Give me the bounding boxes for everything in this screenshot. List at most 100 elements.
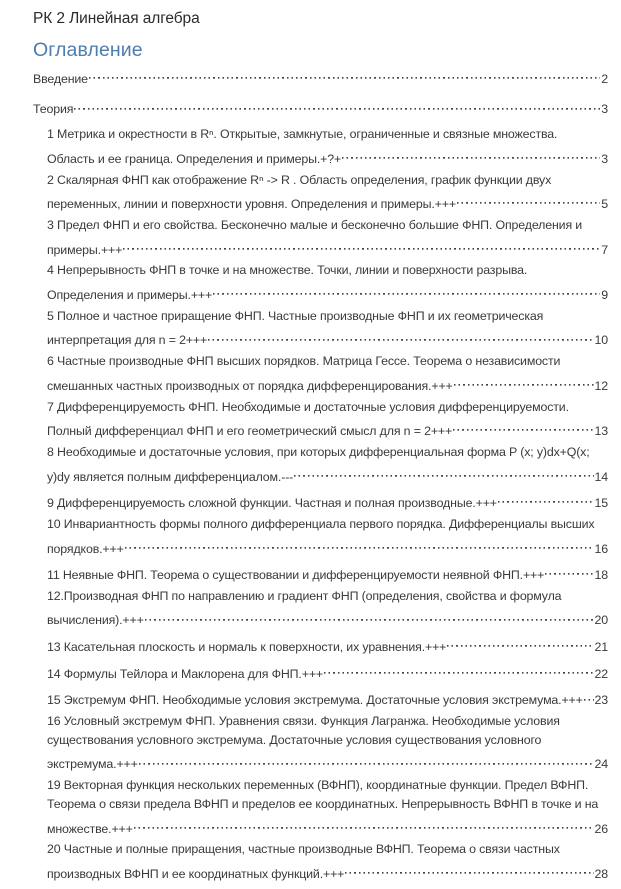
toc-entry-line: 2 Скалярная ФНП как отображение Rⁿ -> R …: [47, 171, 608, 190]
toc-entry[interactable]: 4 Непрерывность ФНП в точке и на множест…: [33, 261, 608, 304]
toc-page-number: 20: [594, 613, 609, 628]
toc-page-number: 10: [594, 333, 609, 348]
toc-entry-text: множестве.+++: [47, 821, 133, 836]
dot-leader: [453, 416, 594, 436]
toc-entry[interactable]: 1 Метрика и окрестности в Rⁿ. Открытые, …: [33, 125, 608, 168]
toc-entry-line: 3 Предел ФНП и его свойства. Бесконечно …: [47, 216, 608, 235]
toc-entry-text: 14 Формулы Тейлора и Маклорена для ФНП.+…: [47, 666, 323, 681]
toc-entry-line: производных ВФНП и ее координатных функц…: [47, 859, 608, 884]
toc-entry-line: Теорема о связи предела ВФНП и пределов …: [47, 795, 608, 814]
toc-entry-line: 5 Полное и частное приращение ФНП. Частн…: [47, 307, 608, 326]
toc-entry-line: Полный дифференциал ФНП и его геометриче…: [47, 416, 608, 441]
toc-entry-text: порядков.+++: [47, 541, 124, 556]
toc-entry-line: порядков.+++ 16: [47, 533, 608, 559]
toc-page-number: 9: [601, 287, 608, 302]
toc-entry-line: переменных, линии и поверхности уровня. …: [47, 189, 608, 214]
toc-entry[interactable]: 3 Предел ФНП и его свойства. Бесконечно …: [33, 216, 608, 259]
toc-entry[interactable]: 8 Необходимые и достаточные условия, при…: [33, 443, 608, 486]
dot-leader: [213, 280, 601, 299]
dot-leader: [144, 605, 594, 625]
toc-page-number: 24: [594, 757, 609, 772]
toc-entry-text: 12.Производная ФНП по направлению и град…: [47, 588, 562, 603]
toc-entry-line: вычисления).+++ 20: [47, 605, 609, 631]
toc-entry[interactable]: 6 Частные производные ФНП высших порядко…: [33, 352, 608, 395]
toc-page-number: 7: [601, 242, 608, 257]
toc-entry-text: Полный дифференциал ФНП и его геометриче…: [47, 424, 453, 439]
dot-leader: [583, 685, 594, 705]
toc-entry-text: 3 Предел ФНП и его свойства. Бесконечно …: [47, 217, 583, 232]
toc-entry-text: 13 Касательная плоскость и нормаль к пов…: [47, 640, 447, 655]
toc-entry[interactable]: 12.Производная ФНП по направлению и град…: [33, 587, 608, 630]
dot-leader: [74, 94, 601, 114]
toc-entry-line: Теория 3: [33, 94, 608, 120]
toc-entry-line: 13 Касательная плоскость и нормаль к пов…: [47, 632, 608, 657]
toc-entry[interactable]: 9 Дифференцируемость сложной функции. Ча…: [33, 488, 608, 513]
toc-entry-text: вычисления).+++: [47, 613, 144, 628]
dot-leader: [124, 533, 594, 553]
toc-entry[interactable]: Введение 2: [33, 64, 608, 89]
toc-entry[interactable]: 2 Скалярная ФНП как отображение Rⁿ -> R …: [33, 171, 608, 214]
toc-entry[interactable]: 20 Частные и полные приращения, частные …: [33, 840, 608, 883]
toc-page-number: 14: [594, 469, 609, 484]
toc-entry-line: 11 Неявные ФНП. Теорема о существовании …: [47, 560, 608, 585]
toc-entry-text: 21 Дифференцируемость ВФНП, частный и по…: [47, 888, 537, 889]
toc-entry-text: y)dy является полным дифференциалом.---: [47, 469, 294, 484]
dot-leader: [456, 189, 601, 209]
toc-entry-text: переменных, линии и поверхности уровня. …: [47, 197, 456, 212]
toc-entry[interactable]: 15 Экстремум ФНП. Необходимые условия эк…: [33, 685, 608, 710]
toc-list: Введение 2 Теория 3 1 Метрика и окрестности …: [33, 64, 608, 889]
toc-entry-line: смешанных частных производных от порядка…: [47, 370, 609, 396]
toc-entry-line: 16 Условный экстремум ФНП. Уравнения свя…: [47, 712, 608, 731]
toc-entry[interactable]: 5 Полное и частное приращение ФНП. Частн…: [33, 307, 608, 350]
toc-entry-text: 4 Непрерывность ФНП в точке и на множест…: [47, 263, 528, 278]
toc-entry-line: интерпретация для n = 2+++ 10: [47, 325, 609, 351]
dot-leader: [342, 143, 601, 163]
toc-entry[interactable]: 19 Векторная функция нескольких переменн…: [33, 776, 608, 838]
toc-entry-line: 12.Производная ФНП по направлению и град…: [47, 587, 608, 606]
toc-entry-line: 8 Необходимые и достаточные условия, при…: [47, 443, 608, 462]
dot-leader: [123, 234, 601, 254]
dot-leader: [345, 859, 594, 879]
toc-entry-text: Определения и примеры.+++: [47, 287, 213, 302]
toc-entry[interactable]: 13 Касательная плоскость и нормаль к пов…: [33, 632, 608, 657]
toc-entry[interactable]: 14 Формулы Тейлора и Маклорена для ФНП.+…: [33, 658, 608, 684]
toc-entry-text: примеры.+++: [47, 242, 123, 257]
toc-entry-text: Теория: [33, 102, 74, 117]
dot-leader: [447, 632, 594, 652]
toc-entry-line: 20 Частные и полные приращения, частные …: [47, 840, 608, 859]
toc-entry-text: 11 Неявные ФНП. Теорема о существовании …: [47, 568, 545, 583]
dot-leader: [453, 370, 594, 390]
toc-entry-text: Введение: [33, 71, 88, 86]
toc-entry-line: Определения и примеры.+++ 9: [47, 280, 608, 305]
toc-page-number: 2: [601, 71, 608, 86]
toc-entry-line: экстремума.+++ 24: [47, 749, 609, 775]
dot-leader: [208, 325, 594, 345]
toc-entry[interactable]: 7 Дифференцируемость ФНП. Необходимые и …: [33, 398, 608, 441]
dot-leader: [545, 560, 594, 580]
toc-entry[interactable]: Теория 3: [33, 94, 608, 120]
dot-leader: [138, 749, 594, 769]
toc-page-number: 23: [594, 693, 609, 708]
toc-entry-line: Область и ее граница. Определения и прим…: [47, 143, 608, 169]
toc-entry-line: 7 Дифференцируемость ФНП. Необходимые и …: [47, 398, 608, 417]
toc-entry-line: Введение 2: [33, 64, 608, 89]
toc-entry-text: 5 Полное и частное приращение ФНП. Частн…: [47, 308, 544, 323]
toc-entry[interactable]: 11 Неявные ФНП. Теорема о существовании …: [33, 560, 608, 585]
toc-page-number: 3: [601, 151, 608, 166]
toc-entry-text: 10 Инвариантность формы полного дифферен…: [47, 516, 595, 531]
toc-entry[interactable]: 21 Дифференцируемость ВФНП, частный и по…: [33, 886, 608, 889]
toc-entry-text: 16 Условный экстремум ФНП. Уравнения свя…: [47, 714, 560, 729]
toc-page-number: 12: [594, 378, 609, 393]
toc-entry-text: 1 Метрика и окрестности в Rⁿ. Открытые, …: [47, 127, 558, 142]
toc-entry-text: Область и ее граница. Определения и прим…: [47, 151, 342, 166]
toc-page-number: 15: [594, 496, 609, 511]
toc-entry-line: 14 Формулы Тейлора и Маклорена для ФНП.+…: [47, 658, 608, 684]
toc-entry-text: 6 Частные производные ФНП высших порядко…: [47, 354, 561, 369]
toc-entry-text: экстремума.+++: [47, 757, 138, 772]
toc-entry[interactable]: 10 Инвариантность формы полного дифферен…: [33, 515, 608, 558]
toc-entry[interactable]: 16 Условный экстремум ФНП. Уравнения свя…: [33, 712, 608, 774]
toc-page-number: 13: [594, 424, 609, 439]
toc-entry-text: интерпретация для n = 2+++: [47, 333, 208, 348]
toc-entry-line: 21 Дифференцируемость ВФНП, частный и по…: [47, 886, 608, 889]
toc-page-number: 28: [594, 867, 609, 882]
